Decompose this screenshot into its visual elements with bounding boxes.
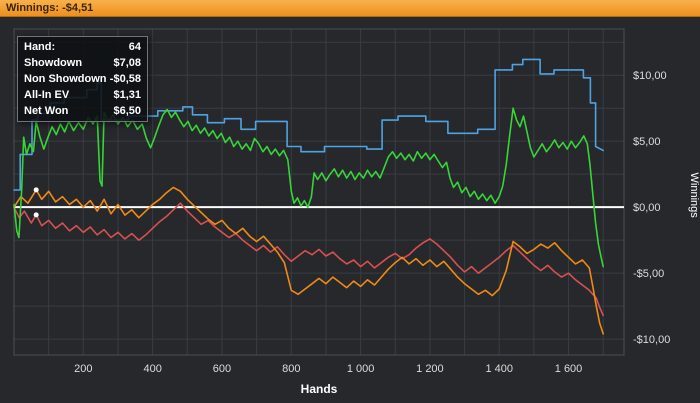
x-tick-label: 200 [74, 363, 92, 375]
chart-area: 200 400 600 800 1 000 1 200 1 400 1 600 $10,00 $5… [0, 17, 700, 403]
tooltip-value: $6,50 [113, 105, 141, 117]
y-tick-label: -$10,00 [633, 334, 670, 346]
tooltip-row-showdown: Showdown $7,08 [18, 55, 147, 71]
y-tick-label: -$5,00 [633, 268, 664, 280]
series-non-showdown [13, 202, 605, 317]
tooltip-row-non-showdown: Non Showdown -$0,58 [18, 71, 147, 87]
tooltip-value: 64 [128, 41, 141, 53]
hover-marker [33, 212, 39, 218]
x-tick-label: 400 [143, 363, 161, 375]
x-tick-label: 1 000 [347, 363, 375, 375]
series-all-in-ev [13, 186, 605, 335]
x-tick-label: 1 200 [416, 363, 444, 375]
tooltip-label: Hand: [24, 41, 56, 53]
y-tick-label: $0,00 [633, 202, 661, 214]
y-tick-label: $10,00 [633, 70, 667, 82]
title-bar: Winnings: -$4,51 [0, 0, 700, 17]
x-tick-label: 1 600 [555, 363, 583, 375]
x-axis-title: Hands [301, 382, 338, 396]
tooltip-value: $7,08 [113, 57, 141, 69]
tooltip-row-hand: Hand: 64 [18, 39, 147, 55]
tooltip-label: All-In EV [24, 89, 70, 101]
tooltip-label: Non Showdown [24, 73, 107, 85]
x-tick-label: 600 [213, 363, 231, 375]
tooltip-row-allin-ev: All-In EV $1,31 [18, 87, 147, 103]
tooltip-value: -$0,58 [109, 73, 141, 85]
y-tick-label: $5,00 [633, 136, 661, 148]
chart-tooltip: Hand: 64 Showdown $7,08 Non Showdown -$0… [17, 36, 148, 122]
tooltip-label: Net Won [24, 105, 69, 117]
plot-border [13, 28, 625, 356]
tooltip-value: $1,31 [113, 89, 141, 101]
winnings-chart[interactable]: 200 400 600 800 1 000 1 200 1 400 1 600 $10,00 $5… [0, 17, 700, 403]
x-tick-label: 800 [282, 363, 300, 375]
x-tick-label: 1 400 [485, 363, 513, 375]
y-axis-title: Winnings [688, 173, 700, 219]
tooltip-row-net-won: Net Won $6,50 [18, 103, 147, 119]
tooltip-label: Showdown [24, 57, 83, 69]
hover-marker [33, 187, 39, 193]
window-title: Winnings: -$4,51 [6, 2, 94, 14]
